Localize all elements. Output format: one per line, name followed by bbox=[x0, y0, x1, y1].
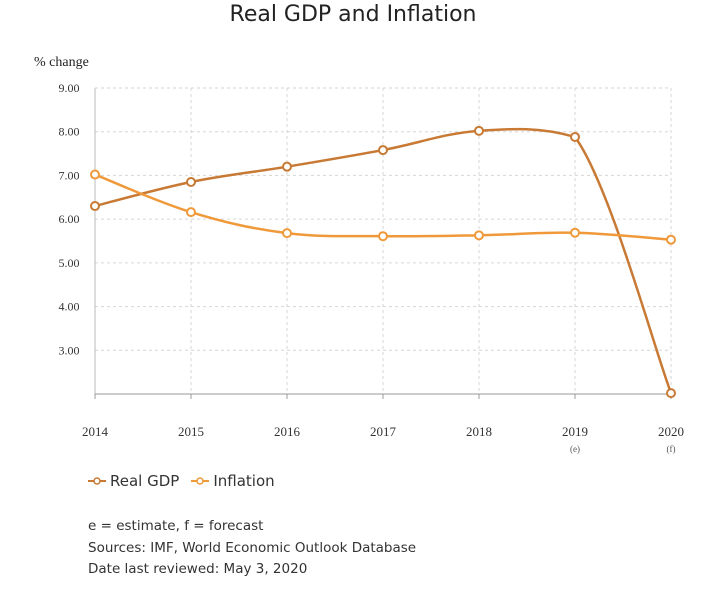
data-point-inflation bbox=[378, 231, 388, 242]
data-point-real-gdp bbox=[378, 145, 388, 156]
data-point-real-gdp bbox=[90, 201, 100, 212]
y-tick-label: 5.00 bbox=[59, 256, 80, 270]
data-point-real-gdp bbox=[570, 131, 580, 142]
x-tick-label: 2017 bbox=[370, 424, 397, 439]
y-tick-label: 7.00 bbox=[59, 168, 80, 182]
chart-notes: e = estimate, f = forecast Sources: IMF,… bbox=[88, 516, 416, 581]
x-tick-label: 2019 bbox=[562, 424, 588, 439]
data-point-real-gdp bbox=[666, 388, 676, 399]
data-point-inflation bbox=[186, 207, 196, 218]
legend-label-inflation: Inflation bbox=[213, 472, 275, 490]
note-sources: Sources: IMF, World Economic Outlook Dat… bbox=[88, 539, 417, 556]
data-point-inflation bbox=[570, 227, 580, 238]
line-chart: 9.00 8.00 7.00 6.00 5.00 4.00 3.00 2014 2015 2016… bbox=[59, 81, 685, 454]
chart-title: Real GDP and Inflation bbox=[229, 2, 477, 27]
x-tick-label: 2020 bbox=[658, 424, 684, 439]
y-tick-label: 6.00 bbox=[59, 212, 80, 226]
x-tick-sublabel: (f) bbox=[667, 444, 676, 454]
note-legend-abbrev: e = estimate, f = forecast bbox=[88, 518, 264, 534]
legend-swatch-real-gdp bbox=[88, 477, 106, 485]
data-point-inflation bbox=[474, 230, 484, 241]
x-tick-label: 2014 bbox=[82, 424, 109, 439]
legend-item-inflation[interactable]: Inflation bbox=[191, 472, 275, 490]
legend: Real GDP Inflation bbox=[88, 472, 281, 490]
data-point-real-gdp bbox=[282, 161, 292, 172]
y-tick-label: 9.00 bbox=[59, 81, 80, 95]
data-point-real-gdp bbox=[474, 125, 484, 136]
note-date-reviewed: Date last reviewed: May 3, 2020 bbox=[88, 561, 308, 577]
y-tick-label: 4.00 bbox=[59, 300, 80, 314]
x-tick-label: 2015 bbox=[178, 424, 204, 439]
y-tick-label: 8.00 bbox=[59, 125, 80, 139]
x-tick-label: 2016 bbox=[274, 424, 301, 439]
data-point-inflation bbox=[666, 234, 676, 245]
y-axis-label: % change bbox=[34, 55, 89, 70]
legend-label-real-gdp: Real GDP bbox=[110, 472, 180, 490]
x-tick-label: 2018 bbox=[466, 424, 492, 439]
data-point-inflation bbox=[282, 228, 292, 239]
x-tick-sublabel: (e) bbox=[570, 444, 580, 454]
data-point-real-gdp bbox=[186, 176, 196, 187]
data-point-inflation bbox=[90, 169, 100, 180]
y-tick-label: 3.00 bbox=[59, 343, 80, 357]
legend-swatch-inflation bbox=[191, 477, 210, 485]
legend-item-real-gdp[interactable]: Real GDP bbox=[88, 472, 179, 490]
